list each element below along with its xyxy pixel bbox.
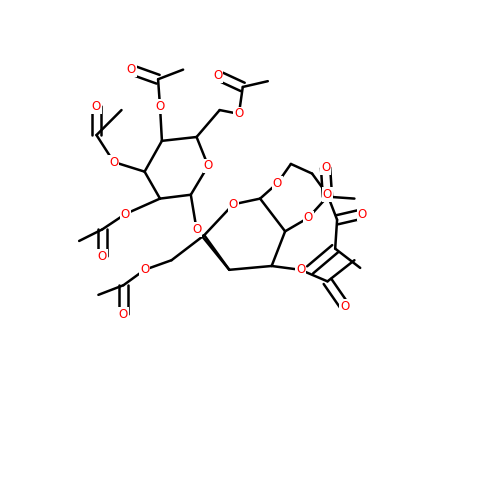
Text: O: O bbox=[234, 108, 244, 120]
Text: O: O bbox=[321, 162, 330, 174]
Text: O: O bbox=[204, 160, 213, 172]
Text: O: O bbox=[213, 69, 222, 82]
Text: O: O bbox=[98, 250, 107, 263]
Text: O: O bbox=[304, 212, 313, 224]
Text: O: O bbox=[340, 300, 349, 313]
Text: O: O bbox=[119, 308, 128, 320]
Text: O: O bbox=[120, 208, 130, 220]
Text: O: O bbox=[228, 198, 238, 211]
Text: O: O bbox=[126, 63, 136, 76]
Text: O: O bbox=[92, 100, 101, 112]
Text: O: O bbox=[296, 264, 305, 276]
Text: O: O bbox=[156, 100, 164, 112]
Text: O: O bbox=[192, 223, 201, 236]
Text: O: O bbox=[323, 188, 332, 201]
Text: O: O bbox=[109, 156, 118, 168]
Text: O: O bbox=[273, 176, 282, 190]
Text: O: O bbox=[358, 208, 367, 220]
Text: O: O bbox=[140, 264, 149, 276]
